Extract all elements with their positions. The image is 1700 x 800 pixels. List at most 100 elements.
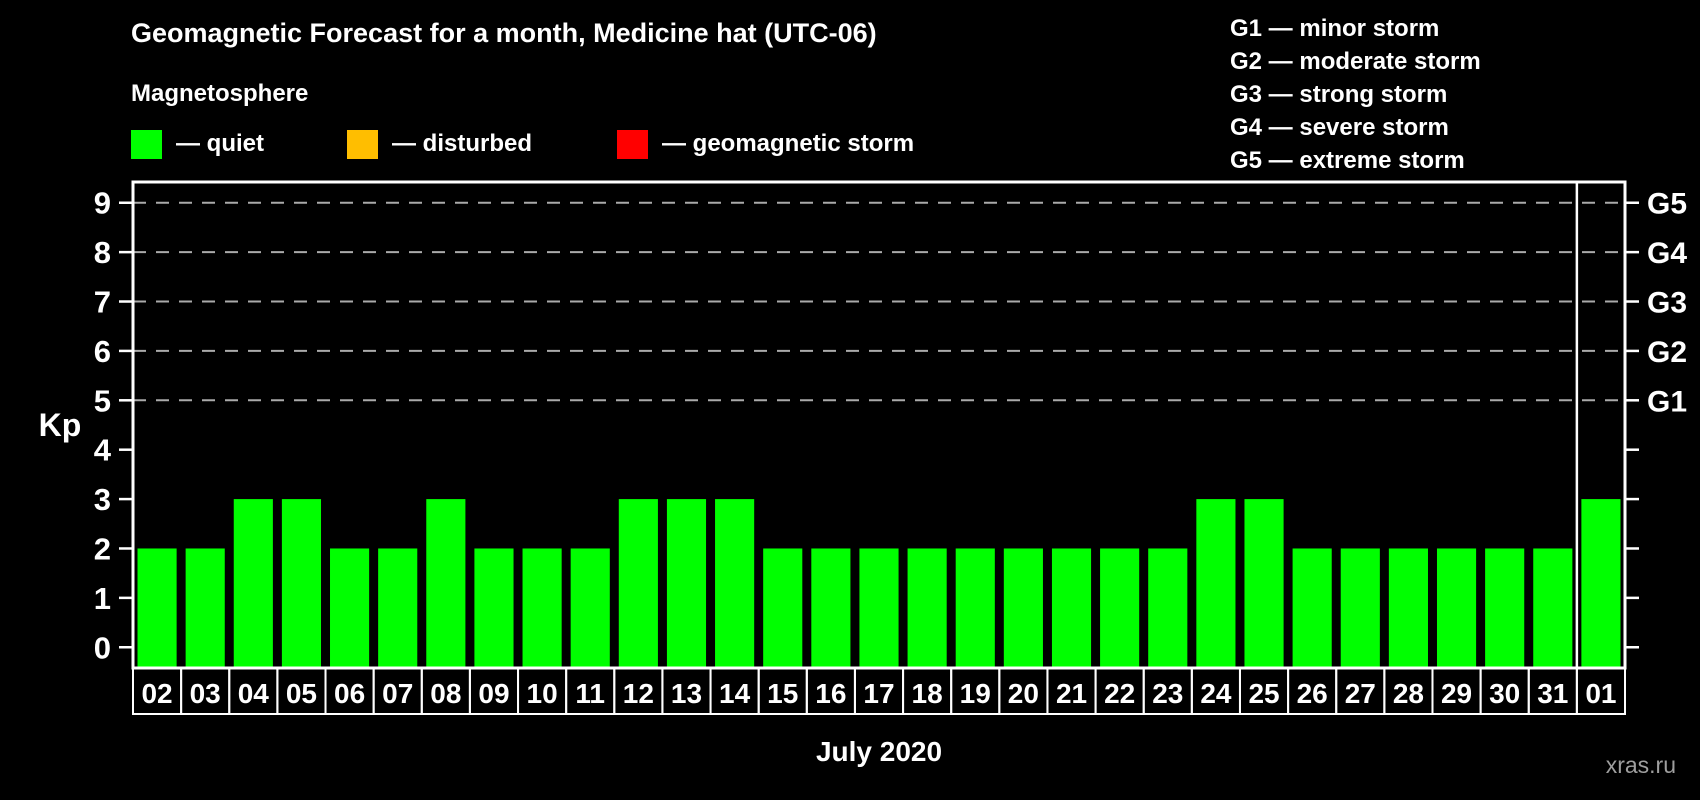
kp-bar-day-24 xyxy=(1196,499,1236,667)
kp-bar-day-09 xyxy=(474,548,514,667)
kp-bar-day-29 xyxy=(1436,548,1477,667)
legend-item-quiet: — quiet xyxy=(131,128,264,160)
day-label-30: 30 xyxy=(1489,678,1520,709)
kp-bar-day-14 xyxy=(715,499,755,667)
day-label-21: 21 xyxy=(1056,678,1087,709)
kp-bar-day-26 xyxy=(1292,548,1332,667)
y-tick-label-1: 1 xyxy=(94,581,111,616)
kp-bar-day-10 xyxy=(522,548,562,667)
day-label-09: 09 xyxy=(478,678,509,709)
legend-label: — quiet xyxy=(176,130,264,157)
legend-label: — disturbed xyxy=(392,130,533,157)
kp-bar-day-16 xyxy=(811,548,851,667)
y-tick-label-3: 3 xyxy=(94,482,111,517)
kp-bar-day-20 xyxy=(1003,548,1043,667)
kp-bar-day-04 xyxy=(233,499,273,667)
kp-bar-day-01 xyxy=(1581,499,1621,667)
kp-bar-day-12 xyxy=(618,499,658,667)
day-label-11: 11 xyxy=(575,678,605,709)
day-label-16: 16 xyxy=(815,678,846,709)
kp-bar-day-21 xyxy=(1051,548,1092,667)
day-label-22: 22 xyxy=(1104,678,1135,709)
kp-bar-day-06 xyxy=(330,548,370,667)
day-label-01: 01 xyxy=(1585,678,1616,709)
day-label-06: 06 xyxy=(334,678,365,709)
y-tick-label-2: 2 xyxy=(94,531,111,566)
kp-bar-day-05 xyxy=(281,499,322,667)
day-label-02: 02 xyxy=(141,678,172,709)
magnetosphere-legend-title: Magnetosphere xyxy=(131,80,309,107)
y-tick-label-9: 9 xyxy=(94,186,111,221)
legend-label: — geomagnetic storm xyxy=(662,130,915,157)
day-label-25: 25 xyxy=(1248,678,1279,709)
day-label-20: 20 xyxy=(1008,678,1039,709)
day-label-13: 13 xyxy=(671,678,702,709)
day-label-14: 14 xyxy=(719,678,751,709)
day-label-15: 15 xyxy=(767,678,798,709)
y-tick-label-8: 8 xyxy=(94,235,111,270)
kp-bar-day-13 xyxy=(666,499,707,667)
kp-bar-day-28 xyxy=(1388,548,1428,667)
day-label-18: 18 xyxy=(912,678,943,709)
kp-bar-day-31 xyxy=(1533,548,1573,667)
day-label-10: 10 xyxy=(527,678,558,709)
day-label-31: 31 xyxy=(1537,678,1568,709)
y-tick-label-5: 5 xyxy=(94,383,111,418)
g-scale-item-g4: G4 — severe storm xyxy=(1230,114,1449,141)
kp-bar-day-07 xyxy=(378,548,418,667)
g-scale-item-g3: G3 — strong storm xyxy=(1230,81,1448,108)
kp-bar-day-08 xyxy=(426,499,466,667)
chart-title: Geomagnetic Forecast for a month, Medici… xyxy=(131,18,877,48)
y-tick-label-0: 0 xyxy=(94,630,111,665)
legend-item-disturbed: — disturbed xyxy=(347,128,532,160)
g-level-label-g2: G2 xyxy=(1647,336,1687,369)
kp-bar-day-30 xyxy=(1485,548,1525,667)
day-label-27: 27 xyxy=(1345,678,1376,709)
day-label-28: 28 xyxy=(1393,678,1424,709)
day-label-03: 03 xyxy=(190,678,221,709)
legend-color-swatch xyxy=(617,129,648,159)
day-label-19: 19 xyxy=(960,678,991,709)
y-tick-label-6: 6 xyxy=(94,334,111,369)
kp-bar-day-22 xyxy=(1100,548,1140,667)
kp-bar-day-18 xyxy=(907,548,947,667)
kp-bar-day-02 xyxy=(137,548,177,667)
g-level-label-g4: G4 xyxy=(1647,237,1687,270)
day-label-04: 04 xyxy=(238,678,270,709)
day-label-26: 26 xyxy=(1297,678,1328,709)
x-axis-month-label: July 2020 xyxy=(815,736,943,767)
day-label-29: 29 xyxy=(1441,678,1472,709)
day-label-17: 17 xyxy=(863,678,894,709)
g-level-label-g3: G3 xyxy=(1647,287,1687,320)
kp-bar-day-27 xyxy=(1340,548,1380,667)
watermark: xras.ru xyxy=(1605,752,1676,778)
day-label-12: 12 xyxy=(623,678,654,709)
y-tick-label-7: 7 xyxy=(94,285,111,320)
g-scale-item-g5: G5 — extreme storm xyxy=(1230,147,1465,174)
kp-bar-day-15 xyxy=(763,548,803,667)
day-label-08: 08 xyxy=(430,678,461,709)
g-level-label-g5: G5 xyxy=(1647,188,1687,221)
magnetosphere-legend: — quiet — disturbed — geomagnetic storm xyxy=(0,128,1700,162)
day-label-05: 05 xyxy=(286,678,317,709)
kp-bar-day-11 xyxy=(570,548,610,667)
kp-bar-day-03 xyxy=(185,548,225,667)
g-scale-legend: G1 — minor storm G2 — moderate storm G3 — … xyxy=(1230,12,1481,177)
day-label-24: 24 xyxy=(1200,678,1232,709)
kp-bar-day-23 xyxy=(1148,548,1188,667)
g-scale-item-g1: G1 — minor storm xyxy=(1230,15,1440,42)
legend-color-swatch xyxy=(347,129,378,159)
g-scale-item-g2: G2 — moderate storm xyxy=(1230,48,1481,75)
kp-bar-day-17 xyxy=(859,548,899,667)
day-cell-01 xyxy=(1575,667,1627,715)
kp-bar-day-25 xyxy=(1244,499,1284,667)
y-axis-title: Kp xyxy=(39,407,82,443)
g-level-label-g1: G1 xyxy=(1647,385,1687,418)
y-tick-label-4: 4 xyxy=(94,433,112,468)
day-label-23: 23 xyxy=(1152,678,1183,709)
legend-item-geomagnetic-storm: — geomagnetic storm xyxy=(617,128,914,160)
kp-bar-day-19 xyxy=(955,548,995,667)
legend-color-swatch xyxy=(131,129,162,159)
